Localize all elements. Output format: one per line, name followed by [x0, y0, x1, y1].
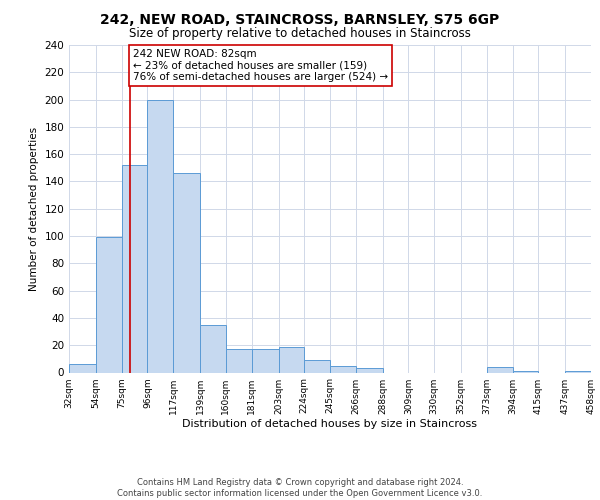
Bar [565, 371, 591, 372]
Text: 242 NEW ROAD: 82sqm
← 23% of detached houses are smaller (159)
76% of semi-detac: 242 NEW ROAD: 82sqm ← 23% of detached ho… [133, 49, 388, 82]
Bar [148, 100, 173, 372]
Bar [330, 366, 356, 372]
Bar [122, 165, 148, 372]
X-axis label: Distribution of detached houses by size in Staincross: Distribution of detached houses by size … [182, 420, 478, 430]
Bar [69, 364, 96, 372]
Bar [278, 346, 304, 372]
Bar [251, 350, 278, 372]
Bar [487, 367, 512, 372]
Bar [96, 238, 122, 372]
Bar [512, 371, 538, 372]
Bar [226, 350, 251, 372]
Bar [200, 324, 226, 372]
Text: 242, NEW ROAD, STAINCROSS, BARNSLEY, S75 6GP: 242, NEW ROAD, STAINCROSS, BARNSLEY, S75… [100, 12, 500, 26]
Bar [173, 174, 200, 372]
Bar [356, 368, 383, 372]
Y-axis label: Number of detached properties: Number of detached properties [29, 126, 39, 291]
Bar [304, 360, 330, 372]
Text: Contains HM Land Registry data © Crown copyright and database right 2024.
Contai: Contains HM Land Registry data © Crown c… [118, 478, 482, 498]
Text: Size of property relative to detached houses in Staincross: Size of property relative to detached ho… [129, 28, 471, 40]
